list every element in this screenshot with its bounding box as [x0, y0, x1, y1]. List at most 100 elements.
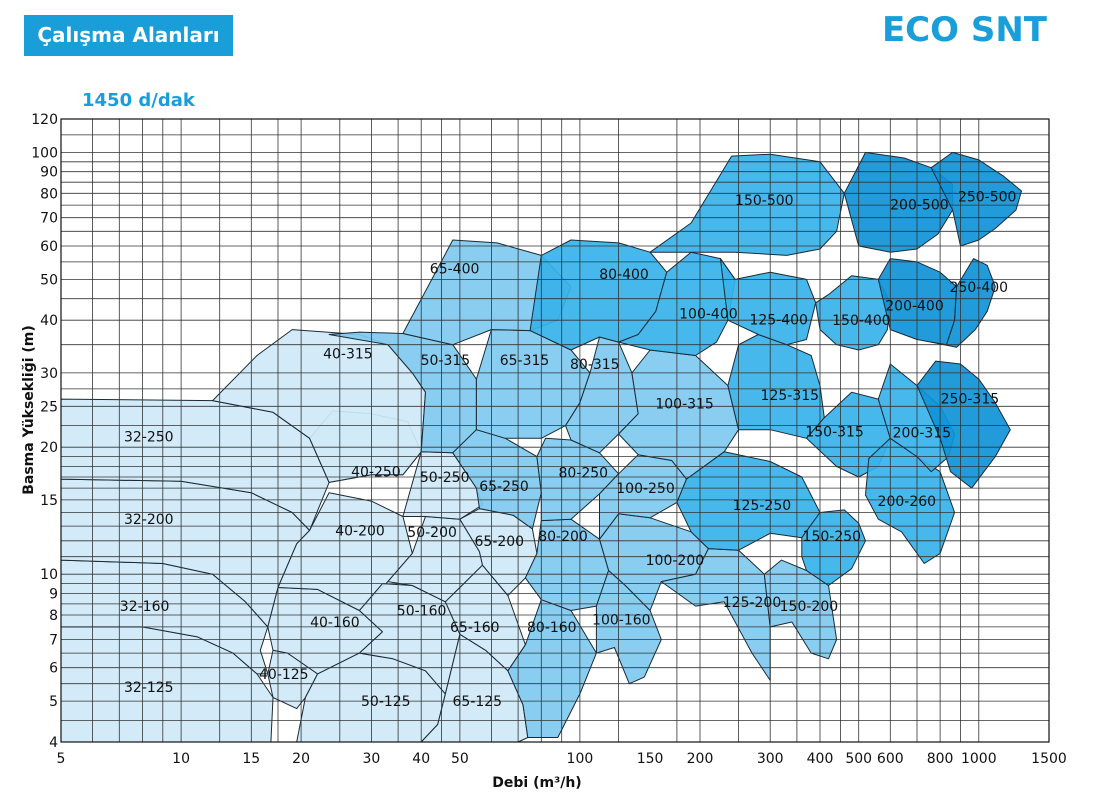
zone-label-50-160: 50-160 — [397, 604, 447, 620]
zone-250-500 — [930, 151, 1022, 247]
zone-label-65-250: 65-250 — [479, 479, 529, 495]
zone-label-40-160: 40-160 — [310, 615, 360, 631]
y-tick-label: 90 — [40, 165, 58, 181]
zone-label-100-250: 100-250 — [616, 481, 675, 497]
y-tick-label: 30 — [40, 366, 58, 382]
speed-label: 1450 d/dak — [82, 90, 195, 111]
zone-label-200-400: 200-400 — [885, 299, 944, 315]
y-tick-label: 20 — [40, 440, 58, 456]
zone-label-150-400: 150-400 — [832, 313, 891, 329]
section-badge: Çalışma Alanları — [24, 15, 233, 56]
x-tick-label: 150 — [637, 751, 664, 767]
zone-label-250-400: 250-400 — [950, 280, 1009, 296]
zone-label-125-200: 125-200 — [723, 595, 782, 611]
zone-label-65-400: 65-400 — [430, 261, 480, 277]
zone-label-50-200: 50-200 — [407, 525, 457, 541]
zone-label-40-125: 40-125 — [259, 667, 309, 683]
x-tick-label: 40 — [412, 751, 430, 767]
zone-label-200-315: 200-315 — [893, 425, 952, 441]
zone-250-400 — [930, 258, 996, 348]
y-tick-label: 4 — [49, 735, 58, 751]
x-tick-label: 5 — [57, 751, 66, 767]
zone-label-40-200: 40-200 — [335, 523, 385, 539]
zone-label-80-160: 80-160 — [527, 620, 577, 636]
y-axis-title: Basma Yüksekliği (m) — [21, 325, 37, 495]
zone-label-80-200: 80-200 — [538, 529, 588, 545]
x-tick-label: 100 — [567, 751, 594, 767]
zone-label-250-500: 250-500 — [958, 190, 1017, 206]
zone-label-100-315: 100-315 — [655, 396, 714, 412]
zone-label-125-400: 125-400 — [749, 312, 808, 328]
zone-label-100-400: 100-400 — [679, 307, 738, 323]
zone-125-315 — [727, 334, 825, 439]
x-tick-label: 800 — [927, 751, 954, 767]
x-tick-label: 10 — [172, 751, 190, 767]
x-tick-label: 15 — [242, 751, 260, 767]
y-tick-label: 120 — [31, 112, 58, 128]
zone-label-50-250: 50-250 — [420, 470, 470, 486]
zone-label-65-200: 65-200 — [475, 534, 525, 550]
y-tick-label: 10 — [40, 567, 58, 583]
y-tick-label: 15 — [40, 493, 58, 509]
zone-label-200-500: 200-500 — [890, 197, 949, 213]
x-tick-label: 1500 — [1031, 751, 1067, 767]
zone-label-80-315: 80-315 — [570, 357, 620, 373]
zone-label-250-315: 250-315 — [941, 391, 1000, 407]
ticks-layer: 5 10 15 20 30 40 50 100 150 200 300 400 500 600 800 100… — [31, 112, 1067, 767]
zone-label-40-250: 40-250 — [351, 465, 401, 481]
x-tick-label: 400 — [807, 751, 834, 767]
zone-label-100-160: 100-160 — [592, 613, 651, 629]
y-tick-label: 8 — [49, 608, 58, 624]
zone-label-50-315: 50-315 — [421, 353, 471, 369]
y-tick-label: 70 — [40, 211, 58, 227]
y-tick-label: 5 — [49, 694, 58, 710]
x-tick-label: 20 — [292, 751, 310, 767]
x-tick-label: 30 — [362, 751, 380, 767]
plot-frame — [60, 118, 1050, 743]
y-tick-label: 50 — [40, 272, 58, 288]
x-tick-label: 50 — [451, 751, 469, 767]
grid-layer — [60, 118, 1050, 743]
y-tick-label: 25 — [40, 399, 58, 415]
x-tick-label: 200 — [687, 751, 714, 767]
zones-layer — [60, 151, 1022, 743]
zone-150-200 — [763, 559, 838, 660]
y-tick-label: 60 — [40, 239, 58, 255]
zone-80-160 — [507, 599, 597, 738]
y-tick-label: 9 — [49, 587, 58, 603]
zone-label-150-250: 150-250 — [803, 529, 862, 545]
y-tick-label: 100 — [31, 145, 58, 161]
y-tick-label: 40 — [40, 313, 58, 329]
zone-label-32-125: 32-125 — [124, 680, 174, 696]
zone-label-80-400: 80-400 — [599, 267, 649, 283]
zone-label-32-250: 32-250 — [124, 430, 174, 446]
x-tick-label: 500 — [845, 751, 872, 767]
zone-label-200-260: 200-260 — [878, 494, 937, 510]
x-tick-label: 1000 — [961, 751, 997, 767]
brand-title: ECO SNT — [881, 10, 1047, 50]
zone-label-65-160: 65-160 — [450, 620, 500, 636]
zone-label-65-125: 65-125 — [453, 694, 503, 710]
y-tick-label: 6 — [49, 661, 58, 677]
zone-label-100-200: 100-200 — [646, 553, 705, 569]
zone-label-125-315: 125-315 — [761, 388, 820, 404]
zone-labels-layer: 32-125 32-160 32-200 32-250 40-125 40-160 40-2… — [120, 190, 1017, 711]
y-tick-label: 80 — [40, 186, 58, 202]
zone-150-400 — [815, 275, 891, 351]
zone-label-40-315: 40-315 — [323, 346, 373, 362]
zone-label-150-500: 150-500 — [735, 193, 794, 209]
zone-label-32-200: 32-200 — [124, 512, 174, 528]
zone-label-80-250: 80-250 — [559, 466, 609, 482]
zone-label-32-160: 32-160 — [120, 599, 170, 615]
x-axis-title: Debi (m³/h) — [492, 775, 581, 791]
zone-label-125-250: 125-250 — [733, 498, 792, 514]
zone-125-400 — [719, 258, 817, 346]
zone-label-150-200: 150-200 — [780, 599, 839, 615]
zone-label-150-315: 150-315 — [805, 424, 864, 440]
zone-label-65-315: 65-315 — [500, 353, 550, 369]
zone-label-50-125: 50-125 — [361, 694, 411, 710]
y-tick-label: 7 — [49, 633, 58, 649]
x-tick-label: 300 — [757, 751, 784, 767]
x-tick-label: 600 — [877, 751, 904, 767]
